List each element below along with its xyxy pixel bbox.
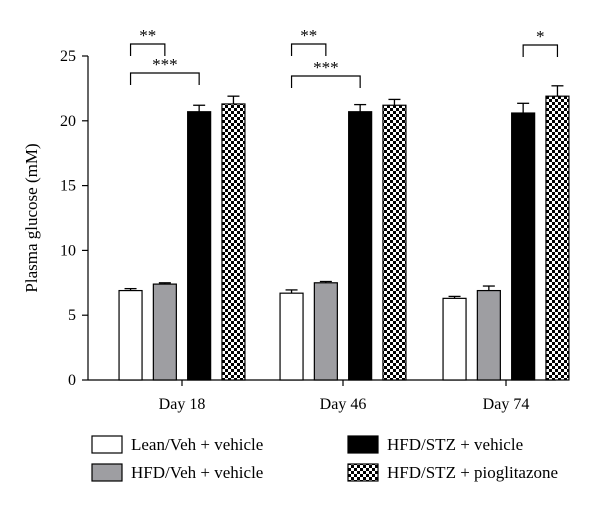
bar — [187, 111, 212, 381]
significance-label: *** — [313, 58, 339, 77]
legend: Lean/Veh + vehicle HFD/Veh + vehicle HFD/S… — [91, 435, 558, 482]
bar — [279, 292, 304, 381]
significance-label: ** — [139, 26, 156, 45]
legend-swatch — [347, 435, 379, 454]
x-tick-label: Day 74 — [483, 396, 530, 413]
y-tick-label: 0 — [68, 372, 76, 389]
significance-bracket — [129, 72, 200, 85]
y-tick-label: 5 — [68, 307, 76, 324]
significance-label: * — [536, 27, 545, 46]
y-axis-label: Plasma glucose (mM) — [22, 143, 41, 292]
bar — [152, 283, 177, 381]
y-tick-label: 10 — [60, 242, 76, 259]
bar — [511, 112, 536, 381]
legend-label: HFD/STZ + pioglitazone — [387, 463, 558, 482]
bar — [545, 95, 570, 381]
legend-label: HFD/STZ + vehicle — [387, 435, 523, 454]
bar — [118, 289, 143, 381]
bar — [442, 297, 467, 381]
bar — [382, 104, 407, 381]
significance-label: ** — [300, 26, 317, 45]
legend-label: Lean/Veh + vehicle — [131, 435, 263, 454]
legend-swatch — [347, 463, 379, 482]
bar — [476, 289, 501, 381]
bar — [348, 111, 373, 381]
significance-bracket — [290, 75, 361, 88]
y-tick-label: 15 — [60, 178, 76, 195]
y-tick-label: 20 — [60, 113, 76, 130]
significance-bracket — [522, 44, 559, 57]
legend-label: HFD/Veh + vehicle — [131, 463, 263, 482]
x-tick-label: Day 46 — [320, 396, 367, 413]
bar — [221, 103, 246, 381]
significance-label: *** — [152, 55, 178, 74]
significance-bracket — [290, 43, 327, 56]
bar — [313, 282, 338, 381]
legend-swatch — [91, 463, 123, 482]
significance-bracket — [129, 43, 166, 56]
legend-swatch — [91, 435, 123, 454]
y-tick-label: 25 — [60, 48, 76, 65]
x-tick-label: Day 18 — [159, 396, 206, 413]
